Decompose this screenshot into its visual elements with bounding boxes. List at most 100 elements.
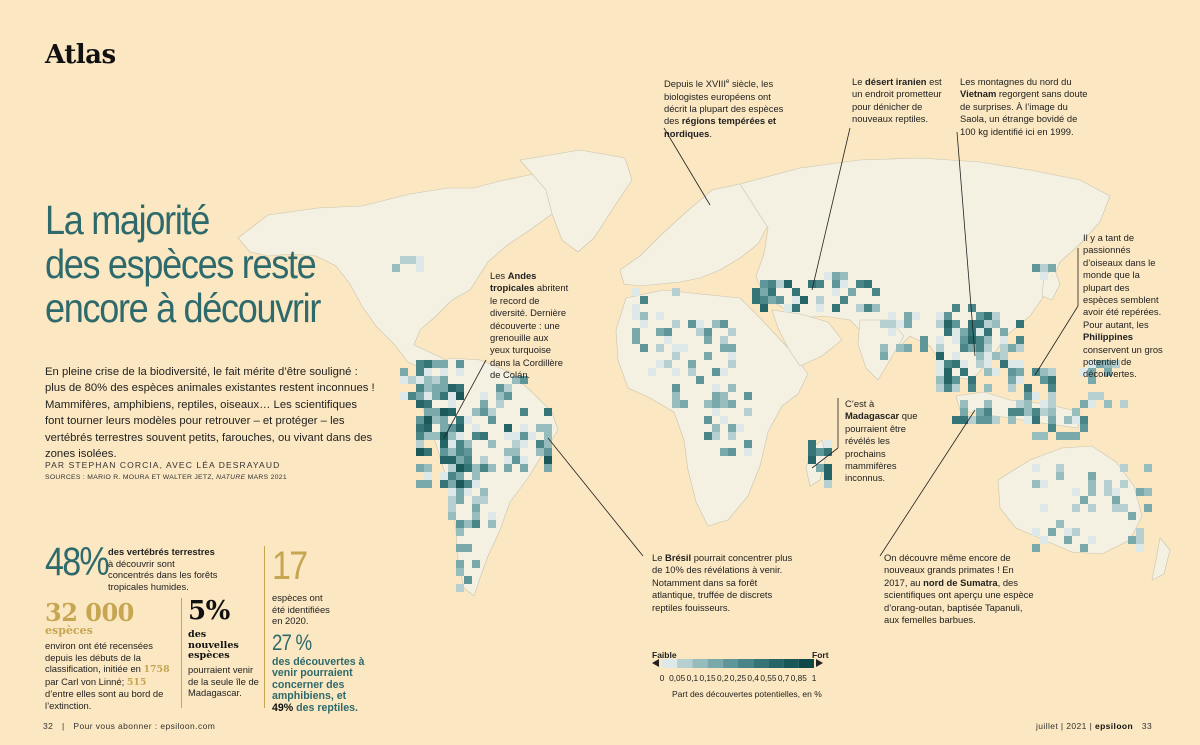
heat-cell xyxy=(1088,360,1096,368)
heat-cell xyxy=(968,320,976,328)
heat-cell xyxy=(968,304,976,312)
heat-cell xyxy=(432,392,440,400)
heat-cell xyxy=(416,256,424,264)
heat-cell xyxy=(1072,488,1080,496)
heat-cell xyxy=(656,312,664,320)
heat-cell xyxy=(904,320,912,328)
heat-cell xyxy=(416,392,424,400)
heat-cell xyxy=(952,416,960,424)
heat-cell xyxy=(1064,432,1072,440)
heat-cell xyxy=(416,400,424,408)
heat-cell xyxy=(520,464,528,472)
heat-cell xyxy=(1104,400,1112,408)
sources: SOURCES : MARIO R. MOURA ET WALTER JETZ,… xyxy=(45,474,287,481)
heat-cell xyxy=(1144,504,1152,512)
footer-subscribe-link[interactable]: Pour vous abonner : epsiloon.com xyxy=(73,721,216,731)
heat-cell xyxy=(544,408,552,416)
legend-swatch xyxy=(677,659,693,668)
heat-cell xyxy=(1080,416,1088,424)
footer-left: 32 | Pour vous abonner : epsiloon.com xyxy=(43,721,216,731)
heat-cell xyxy=(1056,520,1064,528)
heat-cell xyxy=(448,480,456,488)
stat-5-bold: des nouvelles espèces xyxy=(188,629,239,662)
heat-cell xyxy=(824,448,832,456)
heat-cell xyxy=(520,376,528,384)
stat-32000-count: 515 xyxy=(126,676,147,688)
heat-cell xyxy=(456,384,464,392)
heat-cell xyxy=(976,328,984,336)
heat-cell xyxy=(1024,400,1032,408)
annotation-sumatra-bold: nord de Sumatra xyxy=(923,576,998,588)
heat-cell xyxy=(984,320,992,328)
heat-cell xyxy=(936,336,944,344)
heat-cell xyxy=(464,520,472,528)
heat-cell xyxy=(784,280,792,288)
heat-cell xyxy=(872,304,880,312)
heat-cell xyxy=(424,400,432,408)
heat-cell xyxy=(792,288,800,296)
heat-cell xyxy=(1080,496,1088,504)
heat-cell xyxy=(432,360,440,368)
heat-cell xyxy=(888,328,896,336)
heat-cell xyxy=(416,424,424,432)
heat-cell xyxy=(464,416,472,424)
footer-left-page: 32 xyxy=(43,721,54,731)
heat-cell xyxy=(960,360,968,368)
annotation-andes: Les Andes tropicales abritent le record … xyxy=(490,270,570,382)
heat-cell xyxy=(640,320,648,328)
heat-cell xyxy=(416,416,424,424)
heat-cell xyxy=(440,392,448,400)
heat-cell xyxy=(464,440,472,448)
annotation-philippines-t2: conservent un gros potentiel de découver… xyxy=(1083,343,1163,380)
heat-cell xyxy=(992,416,1000,424)
annotation-philippines-t1: Il y a tant de passionnés d’oiseaux dans… xyxy=(1083,232,1162,330)
heat-cell xyxy=(744,440,752,448)
heat-cell xyxy=(424,384,432,392)
heat-cell xyxy=(1040,272,1048,280)
heat-cell xyxy=(976,360,984,368)
heat-cell xyxy=(704,432,712,440)
annotation-vietnam-t1: Les montagnes du nord du xyxy=(960,76,1072,87)
heat-cell xyxy=(472,480,480,488)
heat-cell xyxy=(464,480,472,488)
heat-cell xyxy=(440,416,448,424)
heat-cell xyxy=(704,336,712,344)
annotation-philippines-bold: Philippines xyxy=(1083,331,1134,343)
heat-cell xyxy=(880,344,888,352)
heat-cell xyxy=(480,400,488,408)
heat-cell xyxy=(888,312,896,320)
heat-cell xyxy=(432,416,440,424)
heat-cell xyxy=(480,392,488,400)
stat-27-text: des découvertes à venir pourraient conce… xyxy=(272,656,368,714)
heat-cell xyxy=(440,432,448,440)
legend-tick-label: 0,15 xyxy=(699,673,716,683)
heat-cell xyxy=(952,304,960,312)
heat-cell xyxy=(728,400,736,408)
heat-cell xyxy=(1048,368,1056,376)
heat-cell xyxy=(984,408,992,416)
heat-cell xyxy=(696,376,704,384)
heat-cell xyxy=(488,464,496,472)
heat-cell xyxy=(1008,376,1016,384)
heat-cell xyxy=(456,416,464,424)
heat-cell xyxy=(480,464,488,472)
heat-cell xyxy=(960,416,968,424)
heat-cell xyxy=(1088,400,1096,408)
heat-cell xyxy=(1104,480,1112,488)
heat-cell xyxy=(712,400,720,408)
heat-cell xyxy=(728,360,736,368)
stat-32000-text: environ ont été recensées depuis les déb… xyxy=(45,640,177,712)
heat-cell xyxy=(544,432,552,440)
heat-cell xyxy=(672,368,680,376)
heat-cell xyxy=(944,360,952,368)
heat-cell xyxy=(704,400,712,408)
heat-cell xyxy=(960,344,968,352)
heat-cell xyxy=(728,448,736,456)
heat-cell xyxy=(1088,488,1096,496)
heat-cell xyxy=(416,480,424,488)
heat-cell xyxy=(424,464,432,472)
heat-cell xyxy=(1016,336,1024,344)
legend-ticks: 0 0,05 0,1 0,15 0,2 0,25 0,4 0,55 0,7 0,85 1 xyxy=(652,673,827,685)
heat-cell xyxy=(632,288,640,296)
heat-cell xyxy=(672,384,680,392)
